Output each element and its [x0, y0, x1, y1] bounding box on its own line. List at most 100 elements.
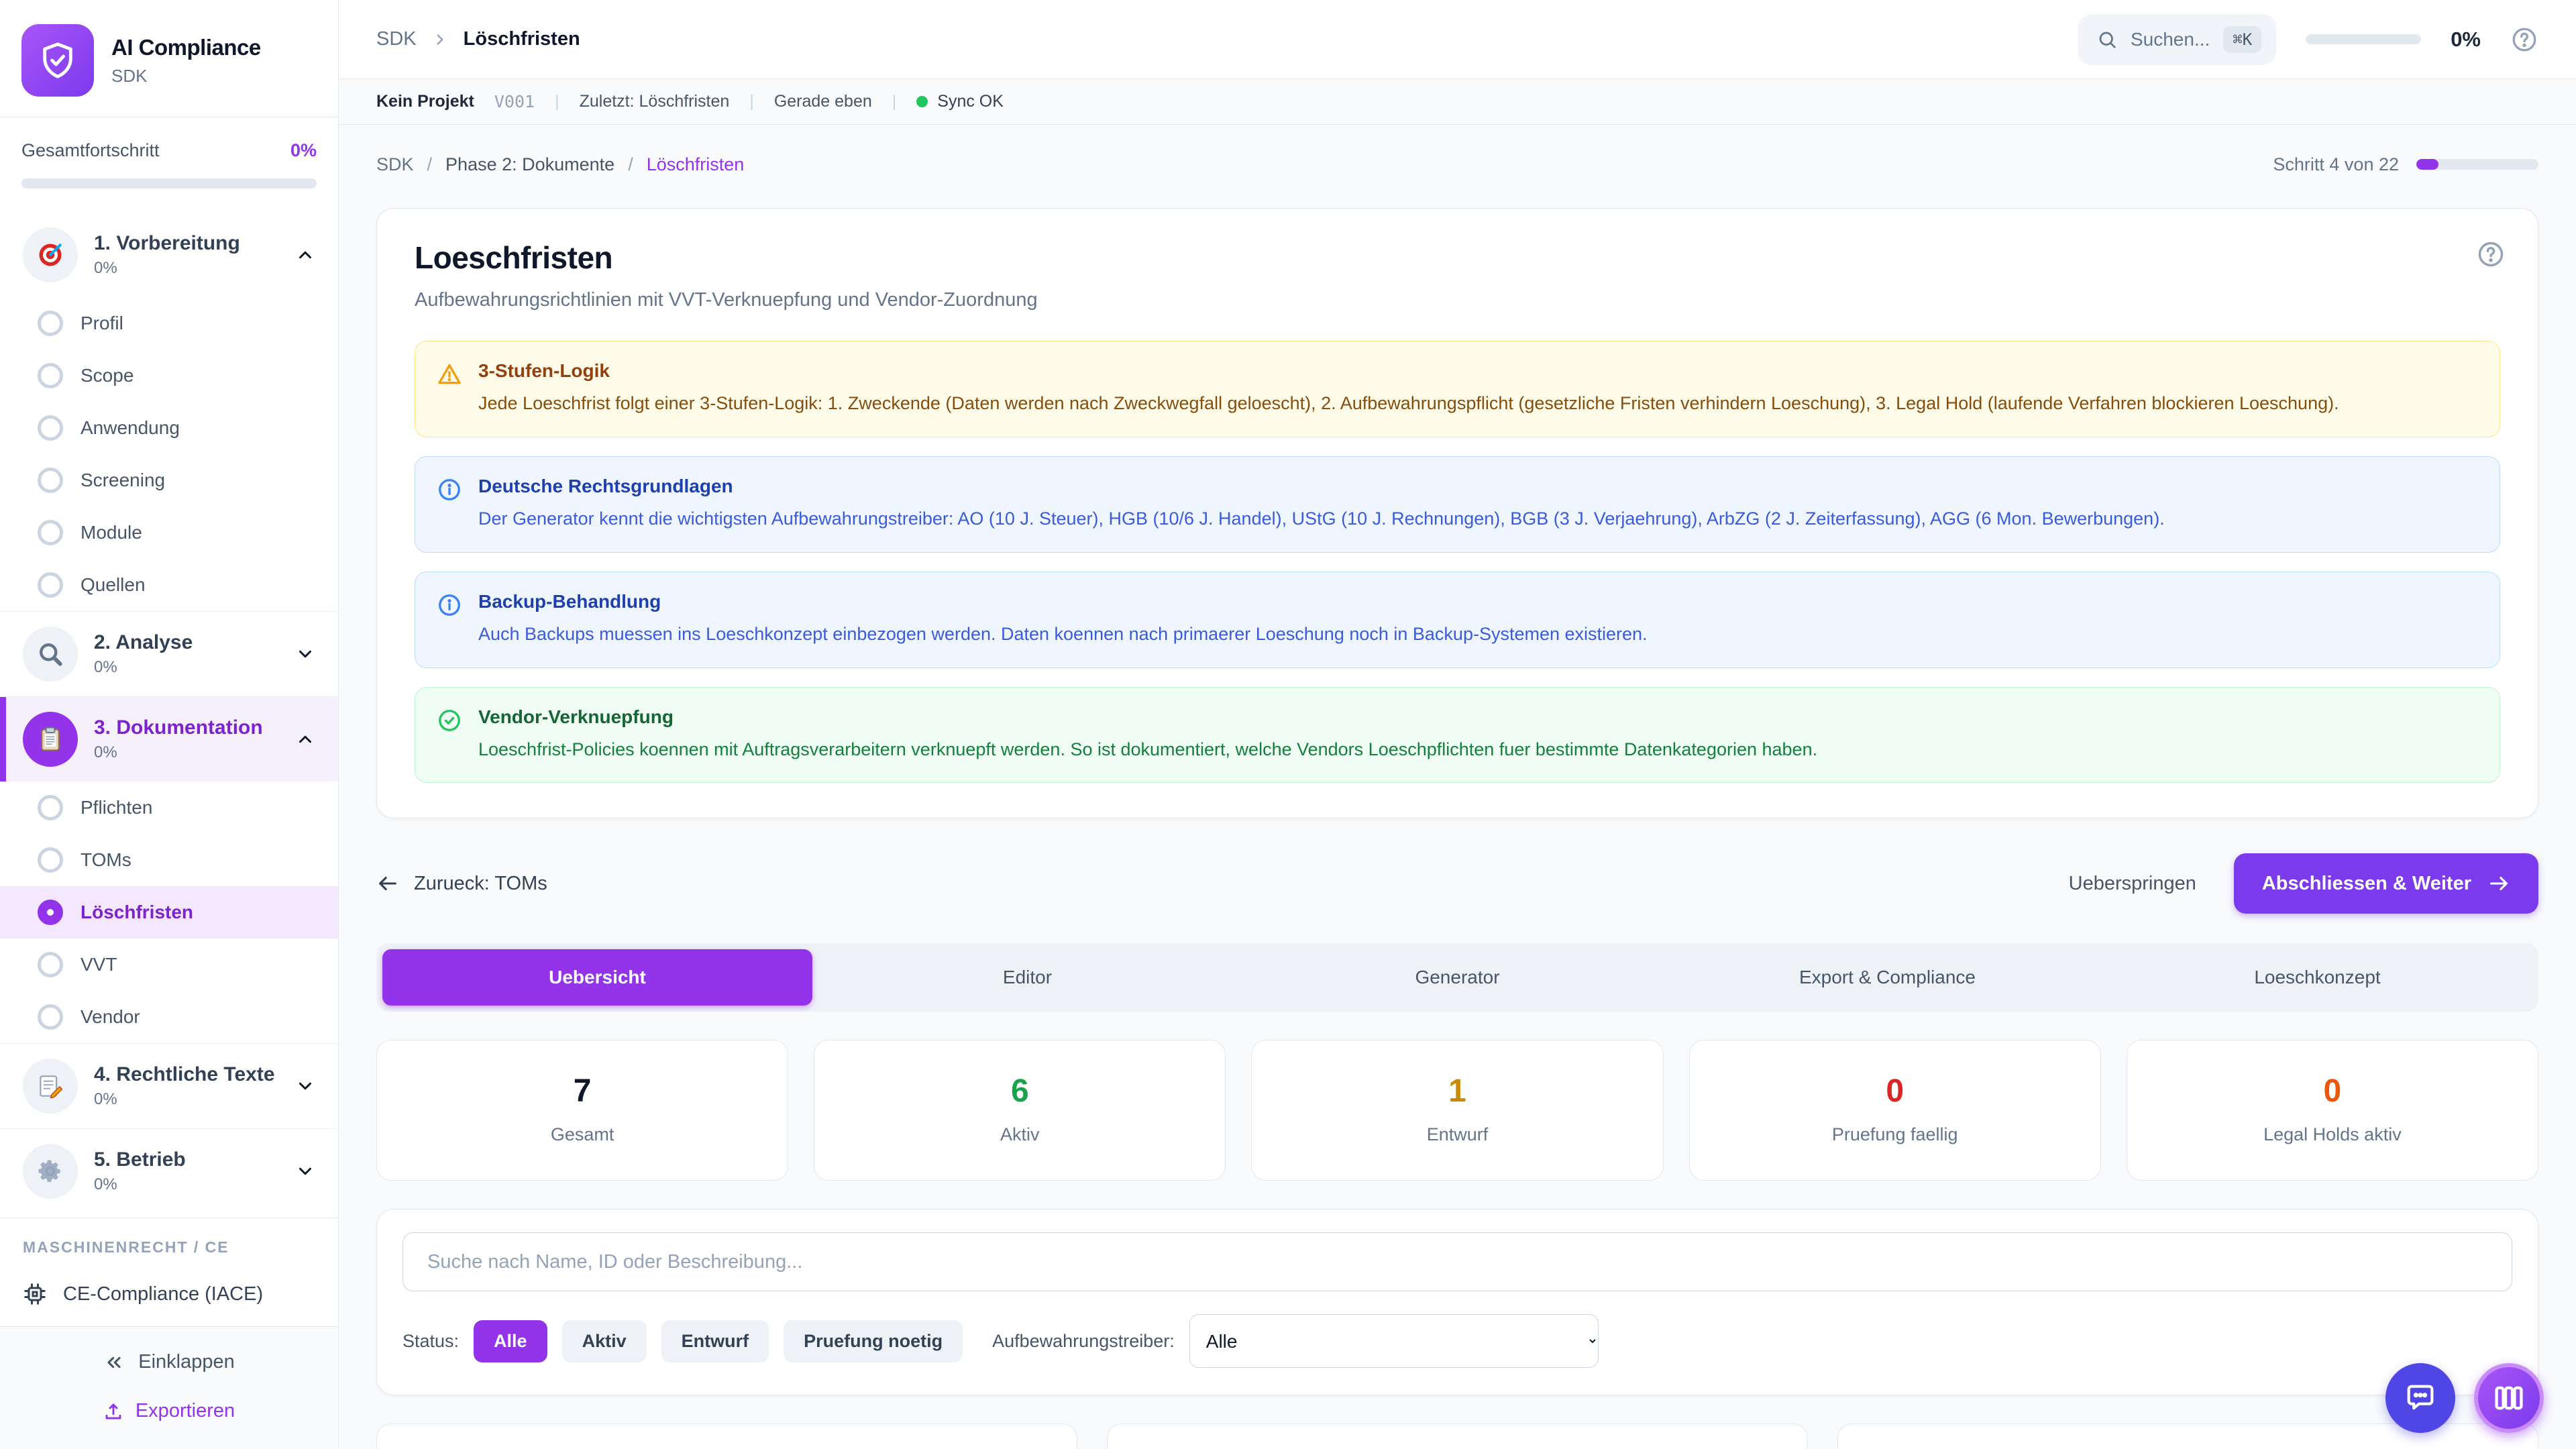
policy-card[interactable] [376, 1424, 1077, 1449]
status-ring-icon [38, 415, 63, 441]
chevron-down-icon [295, 1161, 315, 1181]
overall-progress-value: 0% [290, 140, 317, 160]
sidebar: AI Compliance SDK Gesamtfortschritt 0% 1… [0, 0, 339, 1449]
tab-generator[interactable]: Generator [1415, 967, 1500, 988]
sidebar-section-betrieb[interactable]: 5. Betrieb 0% [0, 1128, 338, 1214]
crumb-phase[interactable]: Phase 2: Dokumente [445, 154, 615, 174]
sidebar-section-dokumentation[interactable]: 3. Dokumentation 0% [0, 696, 338, 782]
search-icon [2097, 30, 2117, 50]
arrow-right-icon [2487, 872, 2510, 895]
step-counter: Schritt 4 von 22 [2273, 154, 2399, 174]
sidebar-footer: Einklappen Exportieren [0, 1326, 338, 1449]
section-percent: 0% [94, 1175, 117, 1193]
chevron-up-icon [295, 729, 315, 749]
floating-buttons [2385, 1363, 2544, 1433]
section-label: 4. Rechtliche Texte [94, 1063, 275, 1085]
wizard-nav-row: Zurueck: TOMs Ueberspringen Abschliessen… [376, 853, 2538, 914]
upload-icon [103, 1401, 123, 1421]
breadcrumb-current: Löschfristen [463, 28, 580, 50]
filter-row: Status: Alle Aktiv Entwurf Pruefung noet… [402, 1314, 2512, 1368]
stat-label: Aktiv [1000, 1124, 1040, 1145]
page-header-card: Loeschfristen Aufbewahrungsrichtlinien m… [376, 208, 2538, 819]
skip-button[interactable]: Ueberspringen [2068, 872, 2196, 894]
warning-triangle-icon [437, 362, 462, 418]
global-search-button[interactable]: Suchen... ⌘K [2078, 13, 2277, 65]
tab-uebersicht[interactable]: Uebersicht [382, 949, 812, 1006]
alert-title: Deutsche Rechtsgrundlagen [478, 475, 733, 496]
stat-gesamt: 7 Gesamt [376, 1040, 789, 1181]
info-circle-icon [437, 477, 462, 533]
sidebar-item-ce-compliance[interactable]: CE-Compliance (IACE) [0, 1263, 338, 1326]
board-view-button[interactable] [2474, 1363, 2544, 1433]
info-circle-icon [437, 592, 462, 649]
sidebar-section-analyse[interactable]: 2. Analyse 0% [0, 611, 338, 696]
stat-entwurf: 1 Entwurf [1251, 1040, 1664, 1181]
status-filter-entwurf[interactable]: Entwurf [661, 1320, 769, 1362]
policy-card-previews [376, 1424, 2538, 1449]
sidebar-section-rechtliche-texte[interactable]: 4. Rechtliche Texte 0% [0, 1043, 338, 1128]
policy-search-input[interactable] [402, 1232, 2512, 1292]
alert-3-stufen-logik: 3-Stufen-Logik Jede Loeschfrist folgt ei… [415, 341, 2500, 437]
chat-assistant-button[interactable] [2385, 1363, 2455, 1433]
stat-value: 7 [573, 1073, 592, 1110]
sidebar-item-scope[interactable]: Scope [0, 350, 338, 402]
tab-export-compliance[interactable]: Export & Compliance [1799, 967, 1976, 988]
status-filter-pruefung-noetig[interactable]: Pruefung noetig [784, 1320, 963, 1362]
clipboard-icon [23, 712, 78, 767]
sidebar-item-quellen[interactable]: Quellen [0, 559, 338, 611]
tab-editor[interactable]: Editor [1002, 967, 1053, 988]
chevron-up-icon [295, 245, 315, 265]
page-subtitle: Aufbewahrungsrichtlinien mit VVT-Verknue… [415, 289, 1038, 311]
sidebar-item-screening[interactable]: Screening [0, 454, 338, 506]
columns-icon [2491, 1381, 2526, 1415]
tab-loeschkonzept[interactable]: Loeschkonzept [2254, 967, 2381, 988]
help-icon[interactable] [2476, 239, 2506, 269]
overall-progress: Gesamtfortschritt 0% [0, 117, 338, 213]
sidebar-item-anwendung[interactable]: Anwendung [0, 402, 338, 454]
app-subtitle: SDK [111, 65, 148, 86]
breadcrumb: SDK Löschfristen [376, 28, 580, 50]
version-badge: V001 [494, 92, 535, 111]
stat-label: Gesamt [550, 1124, 614, 1145]
breadcrumb-root[interactable]: SDK [376, 28, 417, 50]
stat-value: 0 [2323, 1073, 2342, 1110]
crumb-sdk[interactable]: SDK [376, 154, 414, 174]
finish-next-button[interactable]: Abschliessen & Weiter [2233, 853, 2538, 914]
sidebar-item-vvt[interactable]: VVT [0, 938, 338, 991]
collapse-sidebar-button[interactable]: Einklappen [103, 1351, 235, 1373]
policy-card[interactable] [1107, 1424, 1808, 1449]
sidebar-item-vendor[interactable]: Vendor [0, 991, 338, 1043]
topbar: SDK Löschfristen Suchen... ⌘K 0% [339, 0, 2576, 79]
gear-icon [23, 1144, 78, 1199]
sidebar-item-toms[interactable]: TOMs [0, 834, 338, 886]
step-progress-track [2416, 159, 2538, 170]
export-button[interactable]: Exportieren [103, 1400, 235, 1422]
section-percent: 0% [94, 743, 117, 761]
driver-filter-select[interactable]: Alle [1189, 1314, 1599, 1368]
status-ring-icon [38, 572, 63, 598]
project-name: Kein Projekt [376, 92, 474, 111]
sidebar-item-module[interactable]: Module [0, 506, 338, 559]
status-ring-icon [38, 520, 63, 545]
stat-value: 6 [1010, 1073, 1029, 1110]
sidebar-item-profil[interactable]: Profil [0, 297, 338, 350]
sidebar-item-loeschfristen[interactable]: Löschfristen [0, 886, 338, 938]
memo-icon [23, 1059, 78, 1114]
status-ring-icon [38, 363, 63, 388]
machine-section: MASCHINENRECHT / CE [0, 1218, 338, 1263]
alert-body: Loeschfrist-Policies koennen mit Auftrag… [478, 739, 1818, 759]
status-filter-aktiv[interactable]: Aktiv [561, 1320, 647, 1362]
crumb-current: Löschfristen [646, 154, 745, 174]
stat-cards: 7 Gesamt 6 Aktiv 1 Entwurf 0 Pruefung fa… [376, 1040, 2538, 1181]
stat-legal-holds: 0 Legal Holds aktiv [2126, 1040, 2538, 1181]
topbar-progress-track [2306, 34, 2422, 44]
stat-value: 1 [1448, 1073, 1466, 1110]
section-label: 1. Vorbereitung [94, 232, 240, 254]
sidebar-section-vorbereitung[interactable]: 1. Vorbereitung 0% [0, 213, 338, 297]
status-bar: Kein Projekt V001 | Zuletzt: Löschfriste… [339, 79, 2576, 125]
sidebar-item-pflichten[interactable]: Pflichten [0, 782, 338, 834]
app-title: AI Compliance [111, 34, 261, 60]
status-filter-alle[interactable]: Alle [474, 1320, 547, 1362]
help-icon[interactable] [2510, 25, 2538, 54]
back-button[interactable]: Zurueck: TOMs [376, 872, 547, 895]
